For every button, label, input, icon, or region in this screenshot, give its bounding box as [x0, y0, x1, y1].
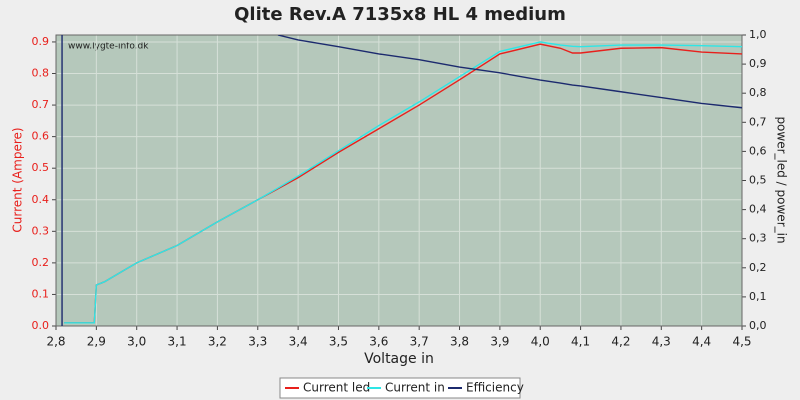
series-line	[64, 41, 742, 324]
y2-tick-label: 0,2	[749, 261, 767, 274]
y-axis-title: Current (Ampere)	[11, 127, 25, 232]
legend-label: Efficiency	[466, 381, 524, 395]
y-tick-label: 0.2	[32, 256, 50, 269]
x-tick-label: 3,1	[168, 335, 187, 349]
x-tick-label: 3,4	[289, 335, 308, 349]
x-tick-label: 3,8	[450, 335, 469, 349]
y2-tick-label: 0,4	[749, 203, 767, 216]
y-tick-label: 0.0	[32, 319, 50, 332]
legend-label: Current led	[303, 381, 370, 395]
chart-title: Qlite Rev.A 7135x8 HL 4 medium	[234, 4, 566, 25]
y2-tick-label: 0,6	[749, 144, 767, 157]
y2-tick-label: 0,5	[749, 174, 767, 187]
x-tick-label: 4,3	[652, 335, 671, 349]
y2-tick-label: 0,1	[749, 290, 767, 303]
x-tick-label: 3,0	[127, 335, 146, 349]
x-tick-label: 4,1	[571, 335, 590, 349]
y2-tick-label: 0,7	[749, 115, 767, 128]
series-line	[61, 35, 742, 326]
x-tick-label: 4,2	[611, 335, 630, 349]
x-tick-label: 3,3	[248, 335, 267, 349]
y2-tick-label: 0,9	[749, 57, 767, 70]
x-tick-label: 3,9	[490, 335, 509, 349]
y-tick-label: 0.6	[32, 130, 50, 143]
y2-tick-label: 0,0	[749, 319, 767, 332]
y-tick-label: 0.1	[32, 287, 50, 300]
y-tick-label: 0.8	[32, 67, 50, 80]
y-tick-label: 0.9	[32, 35, 50, 48]
x-tick-label: 3,5	[329, 335, 348, 349]
legend	[279, 377, 521, 399]
y2-tick-label: 0,8	[749, 86, 767, 99]
x-tick-label: 4,5	[732, 335, 751, 349]
x-tick-label: 4,0	[531, 335, 550, 349]
y-tick-label: 0.5	[32, 161, 50, 174]
y2-tick-label: 0,3	[749, 232, 767, 245]
x-tick-label: 4,4	[692, 335, 711, 349]
plot-area	[56, 35, 742, 326]
y-tick-label: 0.3	[32, 224, 50, 237]
x-tick-label: 2,8	[46, 335, 65, 349]
plot-frame	[55, 34, 743, 327]
x-tick-label: 2,9	[87, 335, 106, 349]
x-axis-title: Voltage in	[364, 351, 434, 367]
x-tick-label: 3,2	[208, 335, 227, 349]
x-tick-label: 3,7	[410, 335, 429, 349]
y-tick-label: 0.7	[32, 98, 50, 111]
legend-label: Current in	[385, 381, 445, 395]
watermark: www.lygte-info.dk	[68, 42, 149, 52]
y2-axis-title: power_led / power_in	[775, 116, 789, 243]
y2-tick-label: 1,0	[749, 28, 767, 41]
y-tick-label: 0.4	[32, 193, 50, 206]
x-tick-label: 3,6	[369, 335, 388, 349]
